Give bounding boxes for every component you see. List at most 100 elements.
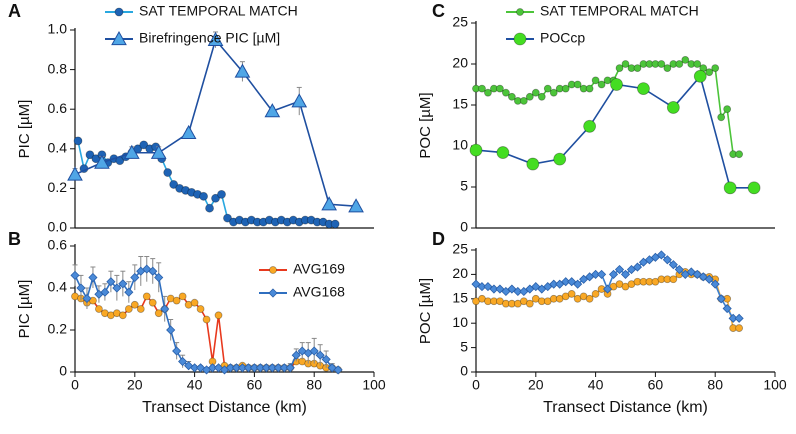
- data-point: [139, 140, 149, 150]
- data-point: [669, 275, 678, 284]
- data-point: [205, 203, 214, 213]
- series-line: [475, 74, 755, 189]
- data-point: [166, 325, 176, 335]
- data-point: [267, 363, 277, 373]
- data-point: [602, 284, 613, 294]
- x-tick-label: 60: [648, 377, 664, 393]
- data-point: [747, 181, 761, 195]
- data-point: [633, 64, 642, 72]
- data-point: [674, 264, 684, 275]
- y-tick-label: 0: [460, 363, 468, 379]
- data-point: [513, 286, 523, 297]
- data-point: [591, 76, 600, 85]
- y-axis-label: POC [µM]: [417, 92, 434, 158]
- y-tick-label: 5: [460, 178, 468, 194]
- data-point: [321, 354, 331, 364]
- data-point: [716, 294, 726, 304]
- x-tick-label: 0: [472, 377, 480, 393]
- x-tick-label: 60: [247, 377, 263, 393]
- y-tick-label: 0.4: [48, 140, 68, 156]
- data-point: [237, 363, 248, 373]
- data-point: [531, 88, 540, 97]
- data-point: [693, 60, 702, 68]
- data-point: [291, 93, 308, 108]
- data-point: [160, 304, 170, 314]
- legend-marker: [513, 32, 527, 46]
- data-point: [663, 64, 672, 72]
- legend-label: AVG169: [293, 261, 345, 277]
- data-point: [656, 250, 666, 260]
- data-point: [637, 82, 650, 95]
- data-point: [620, 269, 631, 279]
- y-tick-label: 15: [452, 290, 468, 306]
- data-point: [202, 315, 211, 324]
- data-point: [496, 146, 510, 159]
- data-point: [89, 296, 97, 305]
- data-point: [561, 277, 571, 287]
- data-point: [207, 363, 218, 373]
- data-point: [70, 270, 80, 280]
- data-point: [668, 260, 678, 270]
- data-point: [525, 299, 534, 308]
- data-point: [223, 213, 232, 223]
- data-point: [106, 277, 116, 287]
- legend-label: SAT TEMPORAL MATCH: [540, 3, 699, 19]
- data-point: [549, 88, 558, 97]
- data-point: [178, 292, 187, 301]
- data-point: [124, 287, 134, 297]
- data-point: [255, 363, 265, 373]
- data-point: [225, 363, 236, 373]
- data-point: [190, 298, 199, 307]
- panel-label: D: [432, 229, 445, 249]
- data-point: [207, 31, 224, 46]
- data-point: [711, 64, 720, 72]
- data-point: [150, 144, 167, 159]
- data-point: [525, 92, 534, 101]
- data-point: [585, 294, 594, 303]
- legend-label: POCcp: [540, 30, 585, 46]
- x-tick-label: 0: [71, 377, 79, 393]
- x-tick-label: 80: [707, 377, 723, 393]
- legend-marker: [268, 288, 278, 298]
- y-tick-label: 0.4: [48, 279, 68, 295]
- data-point: [693, 69, 707, 83]
- data-point: [196, 305, 205, 313]
- data-point: [264, 103, 281, 118]
- data-point: [163, 168, 173, 177]
- y-tick-label: 0.2: [48, 321, 68, 337]
- y-tick-label: 25: [452, 241, 468, 257]
- y-tick-label: 10: [452, 137, 468, 153]
- data-point: [249, 363, 259, 373]
- data-point: [124, 305, 133, 313]
- data-point: [94, 154, 110, 169]
- panel-label: B: [8, 229, 21, 249]
- data-point: [315, 350, 325, 360]
- legend-marker: [114, 7, 124, 17]
- data-point: [178, 356, 188, 367]
- x-tick-label: 40: [588, 377, 604, 393]
- x-tick-label: 20: [528, 377, 544, 393]
- y-tick-label: 1.0: [48, 21, 68, 37]
- data-point: [180, 124, 197, 140]
- data-point: [681, 56, 690, 64]
- y-tick-label: 0.8: [48, 60, 68, 76]
- data-point: [154, 309, 163, 318]
- series-line: [77, 140, 336, 225]
- series-line: [74, 38, 357, 208]
- data-point: [735, 324, 744, 332]
- data-point: [507, 92, 516, 101]
- y-tick-label: 0: [460, 219, 468, 235]
- data-point: [279, 363, 289, 373]
- x-tick-label: 100: [763, 377, 787, 393]
- legend-label: SAT TEMPORAL MATCH: [139, 3, 298, 19]
- data-point: [722, 303, 732, 314]
- data-point: [172, 296, 181, 305]
- data-point: [549, 279, 559, 289]
- data-point: [88, 272, 98, 283]
- x-tick-label: 40: [187, 377, 203, 393]
- data-point: [591, 290, 600, 298]
- y-tick-label: 20: [452, 265, 468, 281]
- y-tick-label: 0.0: [48, 219, 68, 235]
- data-point: [142, 292, 151, 301]
- data-point: [621, 60, 630, 68]
